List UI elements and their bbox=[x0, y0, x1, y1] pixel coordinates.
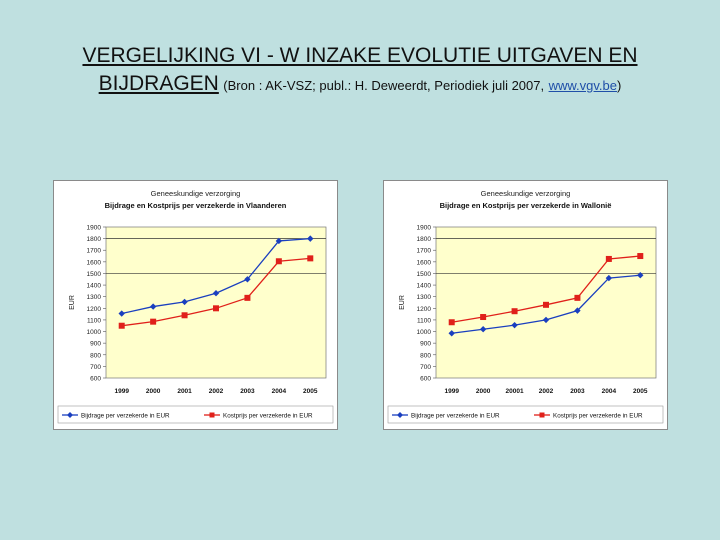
x-tick-label: 2003 bbox=[570, 388, 585, 395]
x-tick-label: 2000 bbox=[146, 388, 161, 395]
chart-title: Geneeskundige verzorging bbox=[151, 189, 241, 198]
legend-marker-diamond bbox=[67, 412, 73, 418]
y-tick-label: 1700 bbox=[417, 248, 432, 255]
data-point-square bbox=[543, 301, 549, 308]
data-point-diamond bbox=[181, 298, 188, 306]
chart-wallonie: Geneeskundige verzorging Bijdrage en Kost… bbox=[383, 180, 668, 430]
y-tick-label: 1800 bbox=[87, 236, 102, 243]
x-tick-label: 2005 bbox=[303, 388, 318, 395]
y-tick-label: 1100 bbox=[417, 317, 431, 324]
plot-area bbox=[105, 226, 327, 379]
y-tick-label: 900 bbox=[420, 341, 431, 348]
y-tick-label: 1300 bbox=[87, 294, 102, 301]
y-tick-label: 1200 bbox=[87, 306, 102, 313]
legend-marker-diamond bbox=[397, 412, 403, 418]
data-point-square bbox=[511, 308, 518, 315]
y-tick-label: 1400 bbox=[87, 283, 102, 290]
y-tick-label: 1500 bbox=[417, 271, 432, 278]
data-point-diamond bbox=[118, 310, 125, 317]
data-point-square bbox=[118, 322, 125, 329]
chart-svg: Geneeskundige verzorging Bijdrage en Kost… bbox=[387, 189, 664, 424]
data-point-square bbox=[574, 294, 581, 301]
slide-title: VERGELIJKING VI - W INZAKE EVOLUTIE UITG… bbox=[40, 42, 680, 100]
legend-label: Bijdrage per verzekerde in EUR bbox=[411, 413, 500, 420]
x-tick-label: 2004 bbox=[272, 388, 287, 395]
y-tick-label: 800 bbox=[90, 352, 101, 359]
data-point-square bbox=[605, 255, 612, 262]
legend-marker-square bbox=[539, 412, 545, 418]
chart-title: Geneeskundige verzorging bbox=[481, 189, 571, 198]
chart-subtitle: Bijdrage en Kostprijs per verzekerde in … bbox=[440, 201, 612, 210]
x-tick-label: 2000 bbox=[476, 388, 491, 395]
chart-svg: Geneeskundige verzorging Bijdrage en Kost… bbox=[57, 189, 334, 424]
y-axis-label: EUR bbox=[69, 295, 76, 310]
x-tick-label: 2002 bbox=[209, 388, 224, 395]
data-point-diamond bbox=[479, 326, 487, 333]
y-tick-label: 600 bbox=[420, 376, 431, 383]
legend-label: Kostprijs per verzekerde in EUR bbox=[223, 413, 313, 420]
source-prefix: (Bron : AK-VSZ; publ.: H. Deweerdt, Peri… bbox=[223, 78, 545, 93]
data-point-diamond bbox=[542, 316, 550, 324]
y-tick-label: 1900 bbox=[417, 225, 432, 232]
y-tick-label: 700 bbox=[420, 364, 431, 371]
y-tick-label: 1900 bbox=[87, 225, 102, 232]
data-point-square bbox=[480, 314, 487, 321]
data-point-square bbox=[244, 294, 251, 301]
y-tick-label: 600 bbox=[90, 376, 101, 383]
data-point-diamond bbox=[275, 237, 283, 245]
y-tick-label: 1100 bbox=[87, 317, 101, 324]
chart-subtitle: Bijdrage en Kostprijs per verzekerde in … bbox=[105, 201, 287, 210]
y-tick-label: 800 bbox=[420, 352, 431, 359]
y-tick-label: 1700 bbox=[87, 248, 102, 255]
y-tick-label: 700 bbox=[90, 364, 101, 371]
y-axis-label: EUR bbox=[399, 295, 406, 310]
x-tick-label: 2001 bbox=[177, 388, 192, 395]
data-point-diamond bbox=[212, 290, 220, 297]
y-tick-label: 900 bbox=[90, 341, 101, 348]
x-tick-label: 2003 bbox=[240, 388, 255, 395]
legend-label: Bijdrage per verzekerde in EUR bbox=[81, 413, 170, 420]
y-tick-label: 1800 bbox=[417, 236, 432, 243]
data-point-diamond bbox=[244, 276, 251, 283]
legend-marker-square bbox=[209, 412, 215, 418]
data-point-square bbox=[213, 305, 219, 312]
x-tick-label: 2005 bbox=[633, 388, 648, 395]
title-line-1: VERGELIJKING VI - W INZAKE EVOLUTIE UITG… bbox=[82, 44, 638, 67]
legend bbox=[57, 405, 334, 424]
y-tick-label: 1600 bbox=[87, 259, 102, 266]
data-point-square bbox=[181, 312, 188, 319]
y-tick-label: 1500 bbox=[87, 271, 102, 278]
x-tick-label: 20001 bbox=[506, 388, 524, 395]
data-point-diamond bbox=[149, 303, 157, 310]
source-suffix: ) bbox=[616, 78, 622, 93]
y-tick-label: 1600 bbox=[417, 259, 432, 266]
y-tick-label: 1400 bbox=[417, 283, 432, 290]
y-tick-label: 1000 bbox=[87, 329, 102, 336]
y-tick-label: 1000 bbox=[417, 329, 432, 336]
x-tick-label: 2002 bbox=[539, 388, 554, 395]
data-point-square bbox=[448, 319, 455, 326]
legend-label: Kostprijs per verzekerde in EUR bbox=[553, 413, 643, 420]
x-tick-label: 1999 bbox=[444, 388, 459, 395]
data-point-diamond bbox=[448, 330, 455, 337]
y-tick-label: 1200 bbox=[417, 306, 432, 313]
data-point-square bbox=[307, 255, 314, 262]
y-tick-label: 1300 bbox=[417, 294, 432, 301]
title-line-2: BIJDRAGEN (Bron : AK-VSZ; publ.: H. Dewe… bbox=[40, 70, 680, 100]
source-link[interactable]: www.vgv.be bbox=[548, 78, 617, 93]
data-point-square bbox=[150, 318, 157, 325]
legend bbox=[387, 405, 664, 424]
data-point-square bbox=[275, 258, 282, 265]
x-tick-label: 2004 bbox=[602, 388, 617, 395]
title-line-2-main: BIJDRAGEN bbox=[98, 72, 219, 95]
chart-vlaanderen: Geneeskundige verzorging Bijdrage en Kost… bbox=[53, 180, 338, 430]
x-tick-label: 1999 bbox=[114, 388, 129, 395]
data-point-square bbox=[637, 253, 644, 260]
